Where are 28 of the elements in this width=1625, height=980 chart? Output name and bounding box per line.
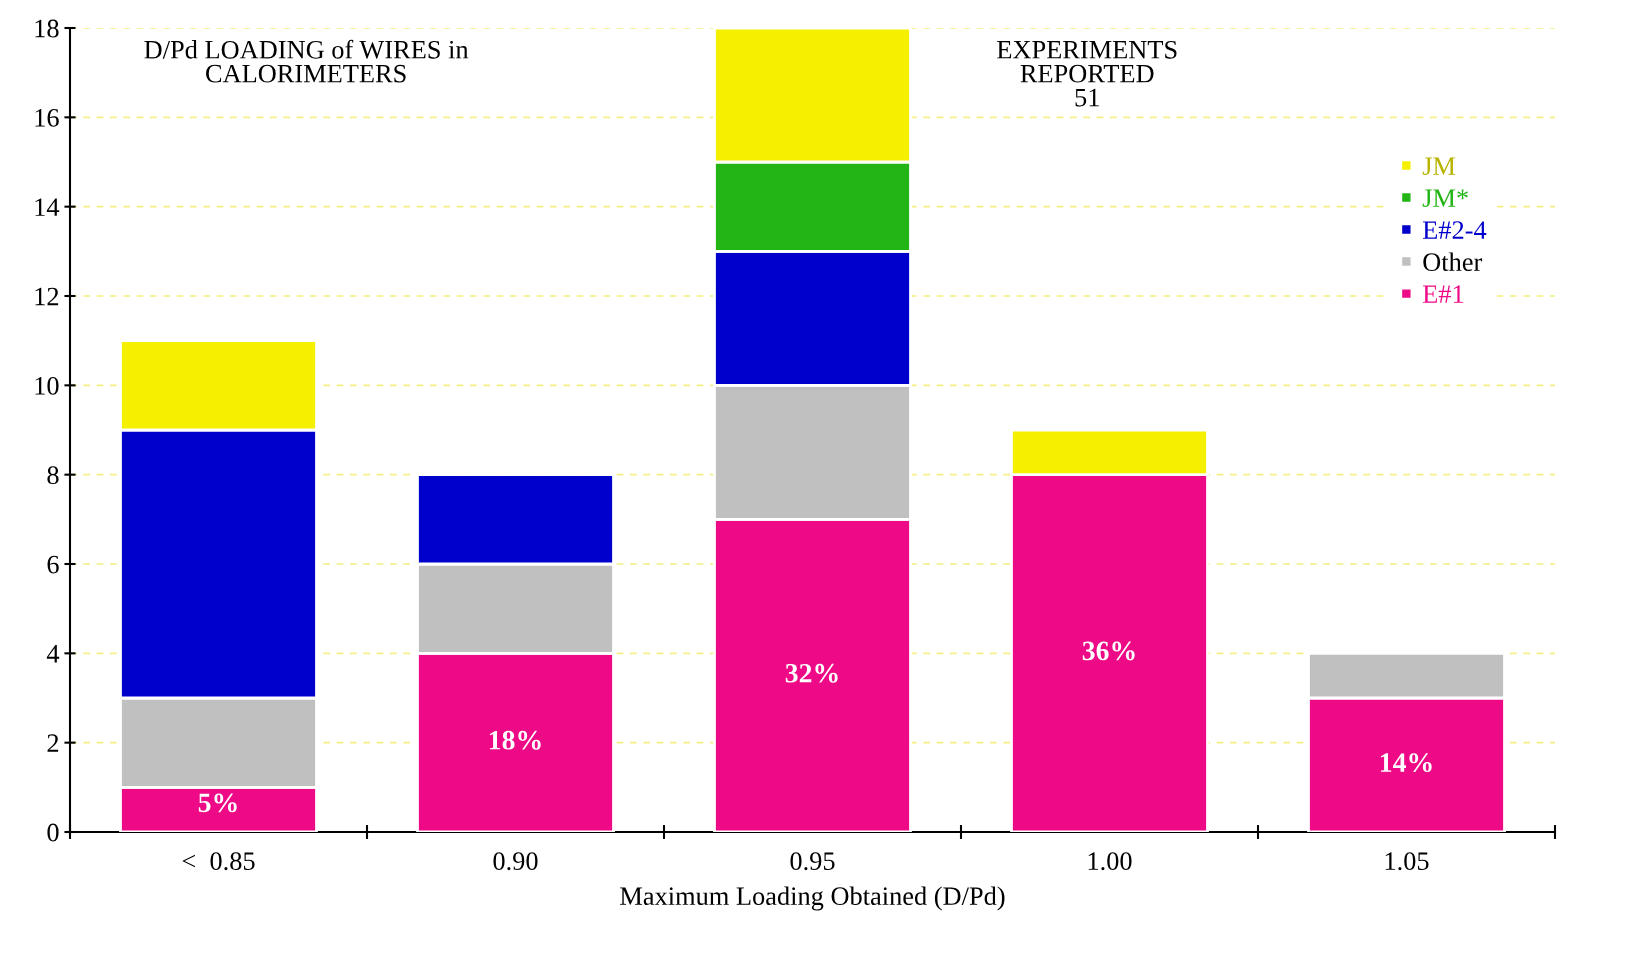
legend-label: JM: [1422, 157, 1456, 175]
annotation: 14%: [1380, 753, 1432, 773]
legend-label: Other: [1423, 252, 1483, 272]
annotation: 32%: [785, 663, 838, 683]
annotation: EXPERIMENTS REPORTED 51: [997, 40, 1177, 107]
annotation: 5%: [198, 793, 237, 813]
y-tick-label: 2: [47, 734, 59, 752]
legend-label: JM*: [1422, 189, 1468, 208]
y-tick-label: 4: [46, 645, 60, 663]
annotation: 18%: [489, 730, 541, 750]
x-tick-label: 0.90: [493, 852, 538, 871]
y-tick-label: 14: [35, 198, 60, 216]
y-tick-label: 6: [47, 555, 59, 574]
x-axis-title: Maximum Loading Obtained (D/Pd): [620, 886, 1005, 911]
y-tick-label: 0: [47, 823, 59, 842]
y-tick-label: 8: [47, 466, 59, 485]
y-tick-label: 12: [35, 287, 59, 306]
y-tick-label: 16: [35, 109, 59, 127]
y-tick-label: 18: [35, 19, 59, 38]
legend-label: E#1: [1422, 285, 1464, 303]
x-tick-label: < 0.85: [182, 852, 255, 871]
text: D/Pd LOADING of WIRES in CALORIMETERS: [144, 39, 469, 83]
y-tick-label: 10: [35, 376, 59, 395]
annotation: 36%: [1082, 641, 1135, 661]
x-tick-label: 1.00: [1088, 852, 1132, 871]
x-tick-label: 0.95: [790, 852, 835, 871]
x-tick-label: 1.05: [1385, 852, 1429, 871]
legend-label: E#2-4: [1422, 221, 1487, 239]
